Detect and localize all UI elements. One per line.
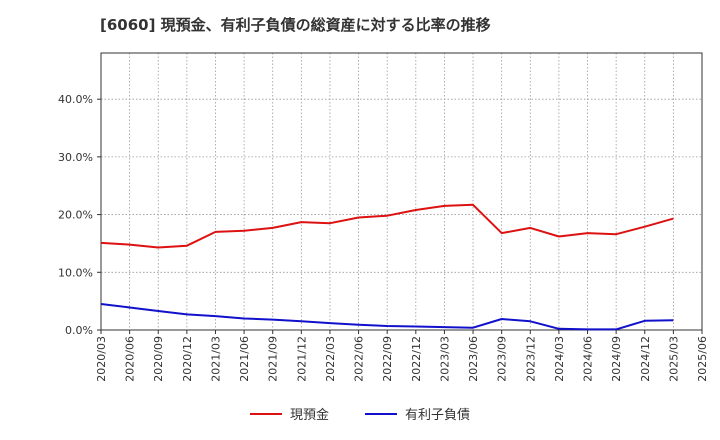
- x-tick-label: 2023/09: [496, 336, 509, 382]
- x-tick-label: 2023/03: [438, 336, 451, 382]
- x-tick-label: 2021/12: [295, 336, 308, 382]
- legend-swatch-cash: [249, 412, 282, 415]
- x-tick-label: 2020/09: [152, 336, 165, 382]
- legend-label-cash: 現預金: [289, 408, 329, 423]
- x-tick-label: 2024/06: [582, 336, 595, 382]
- x-tick-label: 2022/12: [410, 336, 423, 382]
- x-tick-label: 2023/06: [467, 336, 480, 382]
- x-tick-label: 2020/12: [181, 336, 194, 382]
- y-axis-tick-labels: 0.0% 10.0% 20.0% 30.0% 40.0%: [58, 93, 101, 337]
- x-tick-label: 2025/06: [696, 336, 709, 382]
- y-tick-label: 40.0%: [58, 93, 93, 106]
- x-tick-label: 2021/09: [267, 336, 280, 382]
- x-tick-label: 2024/09: [610, 336, 623, 382]
- y-tick-label: 20.0%: [58, 209, 93, 222]
- x-tick-label: 2020/03: [95, 336, 108, 382]
- y-tick-label: 0.0%: [65, 324, 93, 337]
- plot-area-frame: [100, 52, 703, 331]
- legend-item-debt: 有利子負債: [365, 404, 470, 423]
- legend-item-cash: 現預金: [249, 404, 329, 423]
- y-tick-label: 30.0%: [58, 151, 93, 164]
- y-tick-label: 10.0%: [58, 266, 93, 279]
- x-tick-label: 2021/03: [209, 336, 222, 382]
- x-tick-label: 2022/06: [353, 336, 366, 382]
- x-tick-label: 2020/06: [124, 336, 137, 382]
- x-tick-label: 2024/12: [639, 336, 652, 382]
- x-tick-label: 2021/06: [238, 336, 251, 382]
- legend-swatch-debt: [365, 412, 397, 415]
- x-tick-label: 2022/03: [324, 336, 337, 382]
- x-axis-tick-labels: 2020/03 2020/06 2020/09 2020/12 2021/03 2021/…: [95, 330, 709, 382]
- series-lines: [100, 203, 674, 331]
- grid-lines: [101, 53, 702, 330]
- x-tick-label: 2024/03: [553, 336, 566, 382]
- x-tick-label: 2025/03: [667, 336, 680, 382]
- legend: 現預金 有利子負債: [0, 404, 720, 423]
- x-tick-label: 2023/12: [524, 336, 537, 382]
- series-line-cash: [100, 203, 674, 249]
- series-line-debt: [100, 303, 674, 331]
- chart-title: [6060] 現預金、有利子負債の総資産に対する比率の推移: [100, 16, 491, 34]
- x-tick-label: 2022/09: [381, 336, 394, 382]
- legend-label-debt: 有利子負債: [405, 408, 471, 423]
